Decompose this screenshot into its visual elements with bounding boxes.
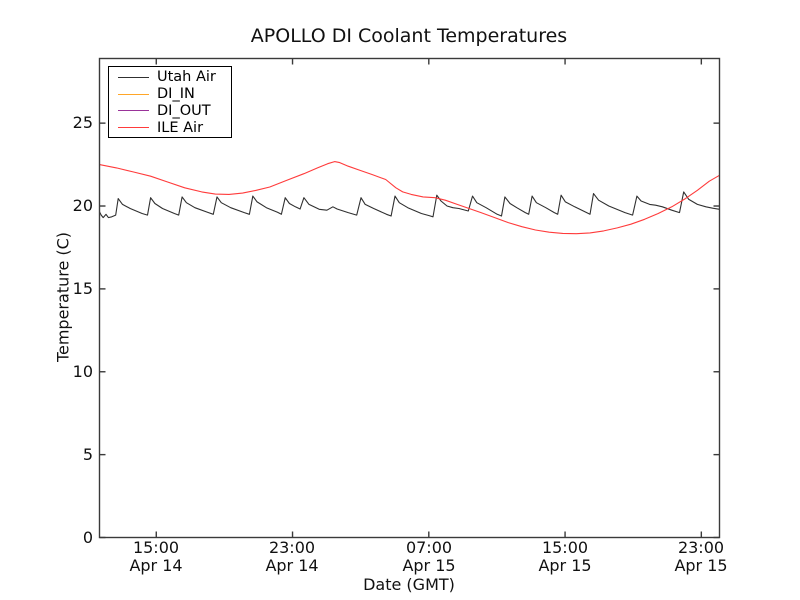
x-tick-time: 15:00 bbox=[132, 538, 180, 557]
y-tick-label: 15 bbox=[72, 279, 93, 298]
legend-label: DI_OUT bbox=[157, 102, 211, 119]
x-tick-label: 23:00 Apr 14 bbox=[247, 539, 337, 574]
y-tick-label: 25 bbox=[72, 113, 93, 132]
x-tick-time: 07:00 bbox=[405, 538, 453, 557]
x-tick-time: 23:00 bbox=[268, 538, 316, 557]
x-tick-label: 15:00 Apr 14 bbox=[111, 539, 201, 574]
ile-air-line-swatch bbox=[118, 127, 149, 129]
chart-title: APOLLO DI Coolant Temperatures bbox=[250, 25, 568, 47]
di-in-line-swatch bbox=[118, 93, 149, 95]
di-out-line-swatch bbox=[118, 110, 149, 112]
x-tick-label: 23:00 Apr 15 bbox=[656, 539, 746, 574]
y-tick-label: 10 bbox=[72, 362, 93, 381]
y-axis-label: Temperature (C) bbox=[53, 231, 73, 363]
legend: Utah Air DI_IN DI_OUT ILE Air bbox=[108, 66, 232, 138]
legend-label: ILE Air bbox=[157, 119, 204, 136]
utah-air-line-swatch bbox=[118, 76, 149, 78]
x-tick-date: Apr 15 bbox=[674, 555, 728, 575]
x-tick-time: 23:00 bbox=[677, 538, 725, 557]
y-tick-label: 5 bbox=[82, 445, 93, 464]
x-tick-date: Apr 15 bbox=[402, 555, 456, 575]
x-tick-date: Apr 14 bbox=[265, 555, 319, 575]
legend-label: DI_IN bbox=[157, 86, 195, 103]
y-tick-label: 20 bbox=[72, 196, 93, 215]
x-tick-date: Apr 14 bbox=[129, 555, 183, 575]
legend-item-di-in: DI_IN bbox=[109, 86, 231, 103]
legend-label: Utah Air bbox=[157, 69, 216, 86]
legend-item-di-out: DI_OUT bbox=[109, 103, 231, 120]
x-tick-date: Apr 15 bbox=[538, 555, 592, 575]
y-tick-label: 0 bbox=[82, 528, 93, 547]
legend-item-ile-air: ILE Air bbox=[109, 119, 231, 136]
x-axis-label: Date (GMT) bbox=[363, 575, 455, 594]
x-tick-label: 07:00 Apr 15 bbox=[384, 539, 474, 574]
legend-item-utah-air: Utah Air bbox=[109, 69, 231, 86]
x-tick-label: 15:00 Apr 15 bbox=[520, 539, 610, 574]
x-tick-time: 15:00 bbox=[541, 538, 589, 557]
